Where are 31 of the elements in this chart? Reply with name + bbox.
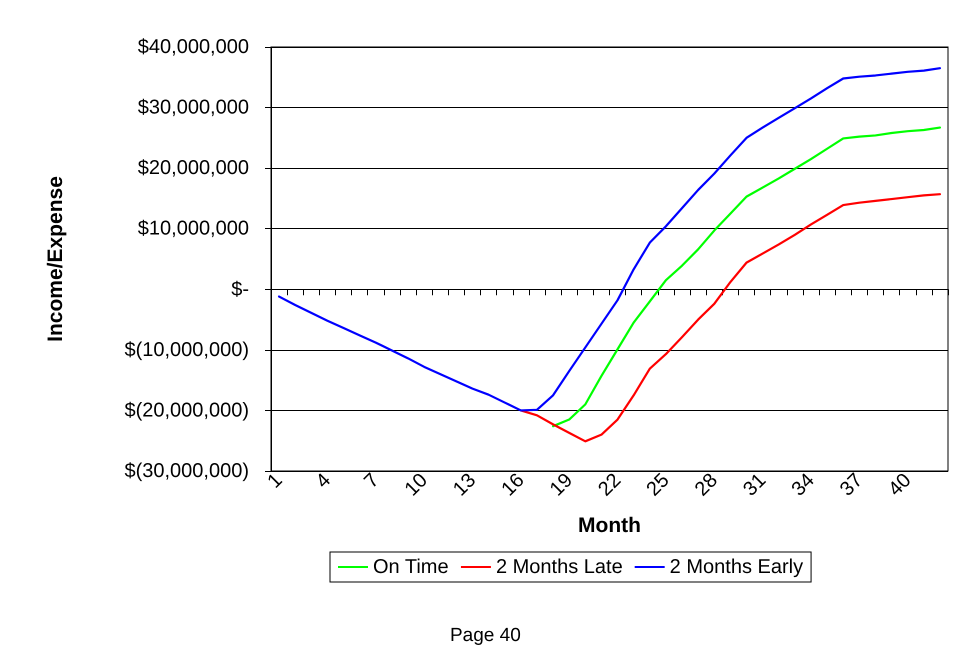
line-series xyxy=(278,67,942,412)
x-tick-label: 13 xyxy=(448,469,480,500)
y-tick-label: $(20,000,000) xyxy=(124,399,249,422)
text: Page 40 xyxy=(450,625,521,646)
x-axis-title: Month xyxy=(578,514,641,537)
line-series xyxy=(520,193,942,442)
x-tick-label: 22 xyxy=(594,469,626,500)
legend-label: On Time xyxy=(373,556,449,578)
legend-label: 2 Months Late xyxy=(496,556,623,578)
x-tick-label: 4 xyxy=(312,469,336,493)
x-tick-label: 34 xyxy=(787,469,819,500)
y-tick-label: $20,000,000 xyxy=(138,157,249,180)
x-tick-label: 37 xyxy=(836,469,868,500)
x-tick-label: 25 xyxy=(642,469,674,500)
x-tick-label: 1 xyxy=(263,469,287,493)
y-axis-title: Income/Expense xyxy=(44,176,67,342)
x-tick-label: 7 xyxy=(360,469,384,493)
x-tick-label: 40 xyxy=(884,469,916,500)
y-tick-label: $40,000,000 xyxy=(138,36,249,58)
x-tick-label: 19 xyxy=(546,469,577,500)
y-tick-label: $- xyxy=(231,278,249,300)
y-tick-label: $(10,000,000) xyxy=(124,338,249,361)
legend-label: 2 Months Early xyxy=(670,556,804,578)
y-tick-label: $10,000,000 xyxy=(138,218,249,240)
y-tick-label: $(30,000,000) xyxy=(124,460,249,482)
x-tick-label: 10 xyxy=(400,469,432,500)
x-tick-label: 16 xyxy=(497,469,529,500)
x-tick-label: 28 xyxy=(690,469,722,500)
y-tick-label: $30,000,000 xyxy=(138,96,249,119)
x-tick-label: 31 xyxy=(739,469,770,500)
line-series xyxy=(552,126,942,428)
